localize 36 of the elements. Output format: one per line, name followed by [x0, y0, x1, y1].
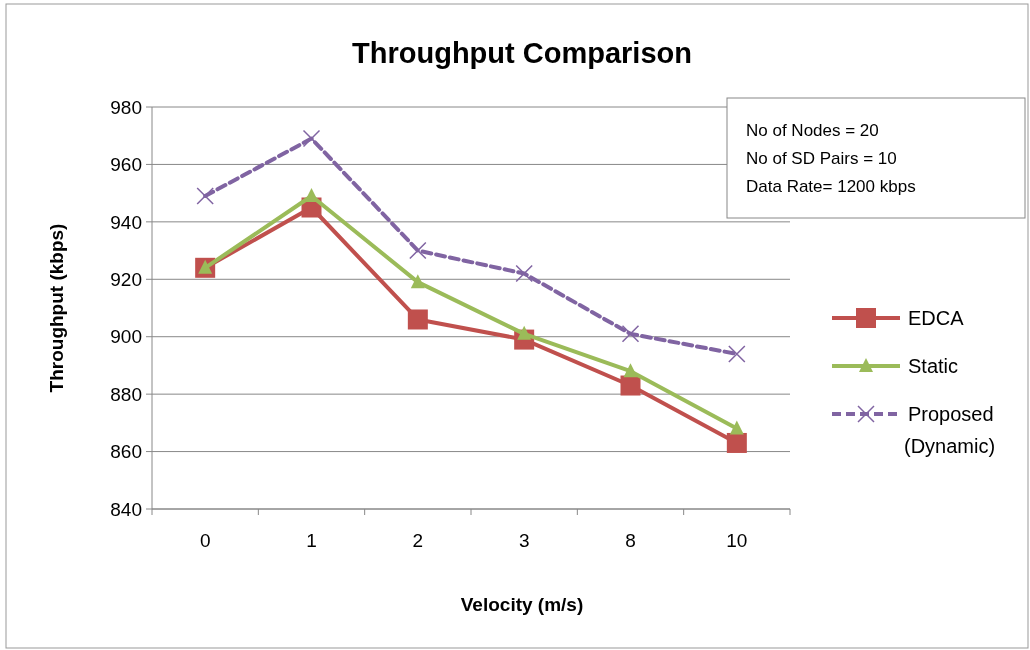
y-tick-label: 920: [110, 268, 142, 290]
y-tick-label: 840: [110, 498, 142, 520]
point: [621, 325, 640, 343]
point: [515, 264, 533, 283]
annotation: No of Nodes = 20: [746, 120, 879, 140]
point: [304, 188, 319, 203]
x-tick-label: 3: [518, 530, 530, 551]
point: [623, 363, 638, 378]
x-tick-label: 10: [726, 530, 748, 551]
y-tick-label: 980: [110, 96, 142, 118]
y-tick-label: 860: [110, 441, 142, 463]
x-tick-label: 8: [625, 530, 636, 551]
point: [620, 375, 641, 396]
y-axis-title: Throughput (kbps): [46, 223, 67, 393]
y-tick-label: 880: [110, 383, 142, 405]
point: [302, 129, 321, 148]
annotation: Data Rate= 1200 kbps: [746, 176, 916, 196]
point: [409, 241, 427, 260]
point: [407, 309, 428, 330]
x-axis-title: Velocity (m/s): [460, 594, 584, 615]
point: [726, 432, 747, 453]
legend-label: Static: [908, 355, 959, 377]
point: [729, 420, 744, 435]
x-tick-label: 0: [199, 530, 211, 551]
point: [728, 345, 746, 363]
point: [410, 274, 425, 289]
x-tick-label: 2: [412, 530, 424, 551]
y-tick-label: 960: [110, 154, 142, 176]
point: [196, 187, 214, 205]
legend-label: Proposed (Dynamic): [904, 403, 996, 457]
legend-label: EDCA: [908, 307, 965, 329]
annotation: No of SD Pairs = 10: [746, 148, 897, 168]
chart-title: Throughput Comparison: [352, 37, 692, 69]
y-tick-label: 940: [110, 211, 142, 233]
x-tick-label: 1: [306, 530, 317, 551]
y-tick-label: 900: [110, 326, 142, 348]
